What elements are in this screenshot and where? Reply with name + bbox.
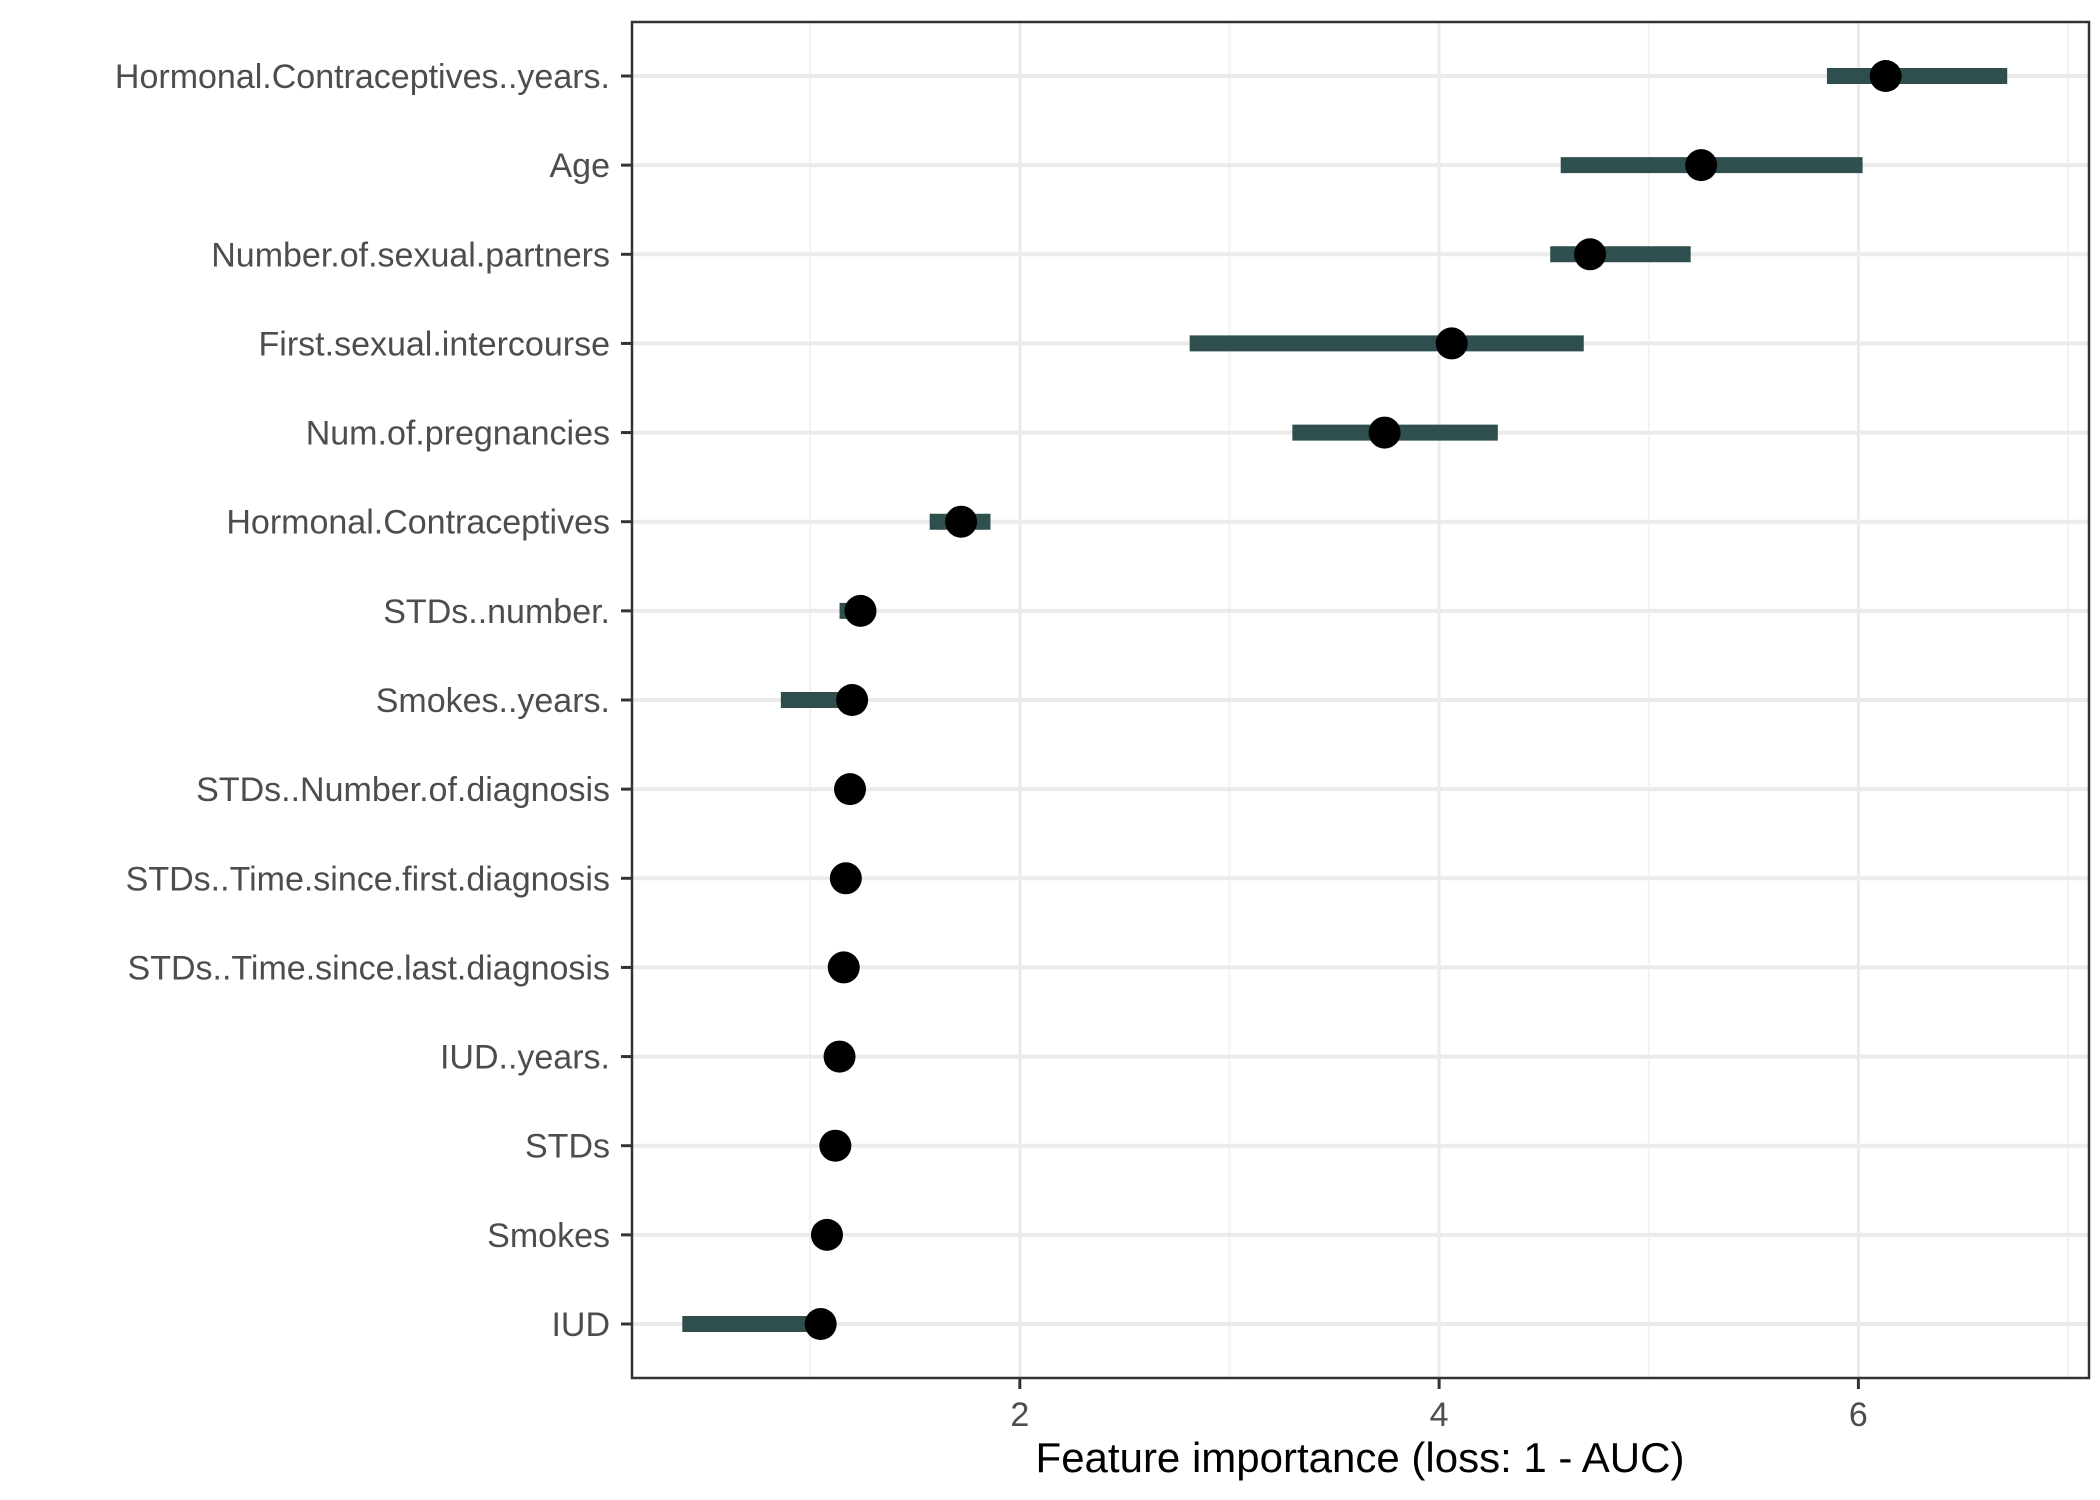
importance-point bbox=[819, 1129, 852, 1162]
importance-point bbox=[1435, 327, 1468, 360]
y-tick-label: IUD bbox=[551, 1306, 610, 1344]
y-tick-label: Num.of.pregnancies bbox=[306, 415, 610, 453]
y-tick-label: First.sexual.intercourse bbox=[259, 325, 610, 363]
importance-point bbox=[834, 773, 867, 806]
y-tick-label: STDs..Time.since.last.diagnosis bbox=[128, 949, 610, 987]
y-tick-label: IUD..years. bbox=[440, 1039, 610, 1077]
importance-point bbox=[829, 862, 862, 895]
x-axis: 2 4 6 bbox=[1010, 1378, 1868, 1434]
x-axis-title: Feature importance (loss: 1 - AUC) bbox=[1036, 1434, 1685, 1481]
x-tick-label: 2 bbox=[1010, 1396, 1029, 1434]
y-tick-label: STDs bbox=[525, 1128, 610, 1166]
importance-point bbox=[1869, 60, 1902, 92]
importance-point bbox=[1574, 238, 1607, 271]
y-tick-label: STDs..Number.of.diagnosis bbox=[196, 771, 610, 809]
y-tick-label: Hormonal.Contraceptives bbox=[226, 504, 610, 542]
y-tick-label: Number.of.sexual.partners bbox=[211, 236, 610, 274]
y-axis: Hormonal.Contraceptives..years. Age Number… bbox=[115, 58, 632, 1344]
y-tick-label: STDs..Time.since.first.diagnosis bbox=[126, 860, 610, 898]
importance-point bbox=[810, 1218, 843, 1251]
importance-points bbox=[804, 60, 1902, 1340]
importance-point bbox=[827, 951, 860, 984]
y-tick-label: Smokes bbox=[487, 1217, 610, 1255]
importance-point bbox=[823, 1040, 856, 1073]
y-tick-label: Age bbox=[550, 147, 611, 185]
importance-point bbox=[844, 594, 877, 627]
importance-point bbox=[945, 505, 978, 538]
y-tick-label: Hormonal.Contraceptives..years. bbox=[115, 58, 610, 96]
y-tick-label: Smokes..years. bbox=[376, 682, 610, 720]
grid-lines bbox=[632, 22, 2089, 1378]
importance-point bbox=[836, 684, 869, 716]
y-tick-label: STDs..number. bbox=[383, 593, 610, 631]
x-tick-label: 4 bbox=[1430, 1396, 1449, 1434]
importance-point bbox=[1368, 416, 1401, 449]
importance-point bbox=[804, 1308, 837, 1340]
x-tick-label: 6 bbox=[1849, 1396, 1868, 1434]
importance-point bbox=[1685, 149, 1718, 182]
